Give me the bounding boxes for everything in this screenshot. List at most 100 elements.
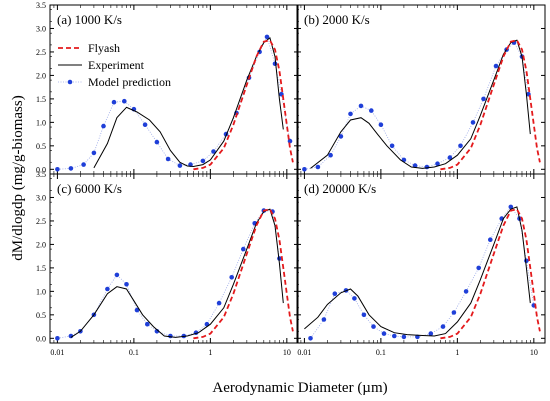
- model-point: [361, 312, 367, 318]
- model-point: [122, 98, 127, 104]
- model-point: [428, 331, 434, 336]
- y-tick-label: 3.5: [36, 170, 46, 179]
- model-point: [392, 333, 397, 339]
- legend-label-model-prediction: Model prediction: [88, 75, 171, 89]
- model-point: [476, 265, 482, 271]
- model-point: [142, 122, 148, 127]
- x-tick-label: 1: [455, 348, 459, 357]
- panel-title: (b) 2000 K/s: [304, 12, 370, 27]
- model-point: [451, 310, 457, 315]
- legend-marker-model-prediction: [67, 79, 73, 85]
- model-point: [369, 108, 374, 113]
- model-point: [470, 120, 476, 125]
- legend-label-experiment: Experiment: [88, 58, 145, 72]
- panel-data: [55, 208, 294, 341]
- model-point: [348, 111, 353, 117]
- model-point: [358, 103, 364, 109]
- y-tick-label: 1.0: [36, 118, 46, 127]
- x-tick-label: 10: [530, 348, 538, 357]
- panel-data: [55, 34, 294, 172]
- y-tick-label: 0.5: [36, 311, 46, 320]
- model-point: [378, 122, 384, 127]
- model-point: [389, 143, 395, 149]
- panel-3: 0.0 0.5 1.0 1.5 2.0 2.5 3.0 3.5 0.01 0.1 1 10 (c) 60…: [36, 170, 299, 357]
- model-point: [332, 291, 338, 297]
- series-flyash: [440, 208, 541, 340]
- model-point: [168, 333, 173, 339]
- y-tick-label: 0.0: [36, 165, 46, 174]
- series-model-prediction: [304, 41, 529, 170]
- y-tick-label: 0.5: [36, 142, 46, 151]
- y-tick-label: 1.5: [36, 264, 46, 273]
- series-flyash: [440, 39, 541, 171]
- y-tick-label: 1.0: [36, 287, 46, 296]
- model-point: [338, 134, 344, 139]
- series-flyash: [193, 39, 294, 171]
- model-point: [264, 34, 270, 40]
- model-point: [458, 143, 463, 149]
- legend-label-flyash: Flyash: [88, 41, 120, 55]
- model-point: [440, 324, 446, 329]
- x-tick-label: 0.1: [129, 348, 139, 357]
- x-tick-label: 0.1: [376, 348, 386, 357]
- model-point: [435, 161, 440, 166]
- series-flyash: [193, 208, 294, 340]
- model-point: [287, 138, 293, 144]
- model-point: [481, 96, 486, 102]
- model-point: [328, 152, 333, 158]
- model-point: [81, 162, 86, 167]
- model-point: [55, 167, 60, 172]
- panel-1: 0.0 0.5 1.0 1.5 2.0 2.5 3.0 3.5 (a) 1000 K/s: [36, 1, 299, 175]
- model-point: [302, 167, 307, 172]
- model-point: [114, 272, 120, 278]
- model-point: [177, 163, 183, 168]
- x-tick-label: 10: [283, 348, 291, 357]
- model-point: [447, 155, 453, 160]
- series-model-prediction: [57, 210, 280, 339]
- y-tick-label: 2.5: [36, 48, 46, 57]
- model-point: [463, 289, 469, 294]
- x-tick-label: 0.01: [50, 348, 64, 357]
- model-point: [111, 99, 117, 105]
- model-point: [371, 324, 376, 329]
- model-point: [352, 296, 357, 301]
- panel-4: 0.01 0.1 1 10 (d) 20000 K/s: [296, 173, 546, 357]
- model-point: [68, 166, 74, 171]
- model-point: [55, 336, 60, 341]
- panel-title: (a) 1000 K/s: [57, 12, 122, 27]
- model-point: [105, 286, 110, 292]
- y-tick-label: 3.0: [36, 24, 46, 33]
- x-tick-label: 0.01: [297, 348, 311, 357]
- model-point: [412, 163, 418, 168]
- model-point: [315, 164, 321, 170]
- panel-data: [304, 204, 541, 341]
- model-point: [508, 204, 514, 210]
- model-point: [401, 334, 407, 340]
- panel-title: (c) 6000 K/s: [57, 181, 122, 196]
- panels-group: 0.0 0.5 1.0 1.5 2.0 2.5 3.0 3.5 (a) 1000 K/s (b) …: [36, 1, 546, 357]
- model-point: [91, 150, 97, 156]
- model-point: [381, 331, 387, 336]
- model-point: [200, 158, 206, 164]
- panel-frame: [296, 173, 546, 344]
- y-tick-label: 3.5: [36, 1, 46, 10]
- y-tick-label: 0.0: [36, 334, 46, 343]
- panel-title: (d) 20000 K/s: [304, 181, 376, 196]
- y-tick-label: 1.5: [36, 95, 46, 104]
- x-tick-label: 1: [208, 348, 212, 357]
- y-axis-title: dM/dlogdp (mg/g-biomass): [10, 95, 26, 260]
- model-point: [493, 63, 499, 69]
- series-model-prediction: [310, 206, 535, 339]
- model-point: [216, 300, 222, 306]
- y-tick-label: 3.0: [36, 193, 46, 202]
- panel-data: [302, 39, 541, 172]
- model-point: [134, 307, 140, 313]
- y-tick-label: 2.0: [36, 71, 46, 80]
- model-point: [229, 275, 234, 280]
- x-axis-title: Aerodynamic Diameter (µm): [212, 380, 387, 396]
- model-point: [165, 156, 171, 162]
- model-point: [241, 246, 246, 252]
- model-point: [154, 139, 160, 145]
